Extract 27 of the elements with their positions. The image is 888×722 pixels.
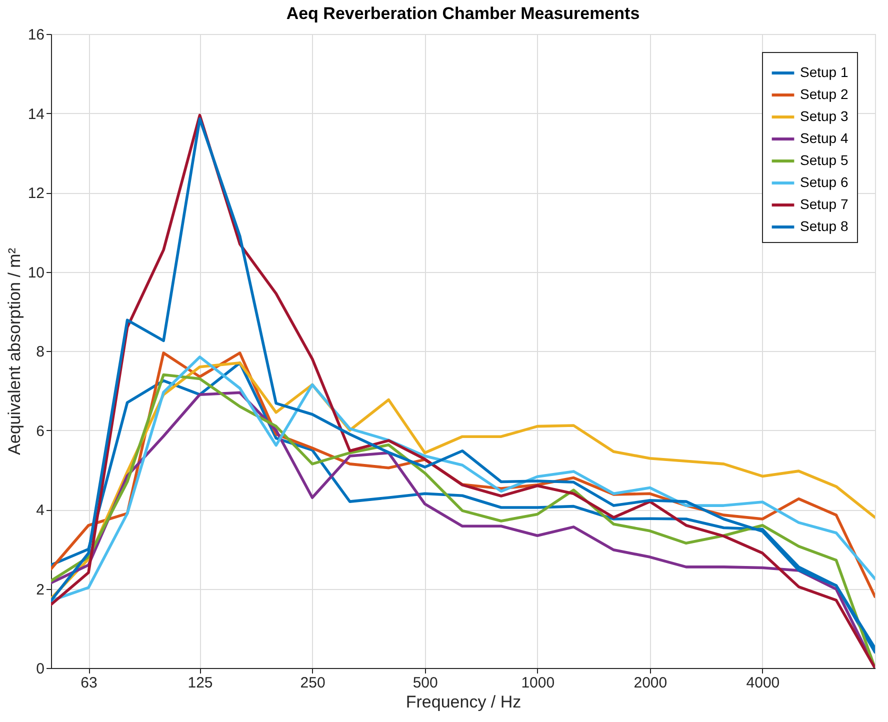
x-tick-label: 500 <box>412 674 438 692</box>
y-tick-label: 2 <box>36 581 44 598</box>
legend-label: Setup 1 <box>800 64 848 80</box>
legend-label: Setup 5 <box>800 152 848 168</box>
y-tick-label: 4 <box>36 502 44 519</box>
y-tick-label: 8 <box>36 344 44 360</box>
x-tick-label: 250 <box>300 674 326 692</box>
x-tick-label: 1000 <box>521 674 555 692</box>
y-axis-title: Aequivalent absorption / m² <box>4 248 24 455</box>
y-tick-label: 16 <box>28 26 44 44</box>
legend-label: Setup 2 <box>800 86 848 102</box>
legend-label: Setup 3 <box>800 108 848 124</box>
y-tick-label: 10 <box>28 264 44 282</box>
y-tick-label: 6 <box>36 422 44 440</box>
chart-title: Aeq Reverberation Chamber Measurements <box>286 4 640 23</box>
legend-label: Setup 4 <box>800 130 848 146</box>
x-tick-label: 2000 <box>634 674 668 692</box>
legend-label: Setup 7 <box>800 196 848 212</box>
x-axis-title: Frequency / Hz <box>406 692 522 712</box>
x-tick-label: 63 <box>80 674 98 692</box>
legend-label: Setup 6 <box>800 174 848 190</box>
y-tick-label: 12 <box>28 185 44 202</box>
legend-label: Setup 8 <box>800 218 848 234</box>
x-tick-label: 4000 <box>746 674 780 692</box>
y-tick-label: 0 <box>36 660 44 678</box>
y-tick-label: 14 <box>28 106 44 123</box>
x-tick-label: 125 <box>188 674 213 692</box>
